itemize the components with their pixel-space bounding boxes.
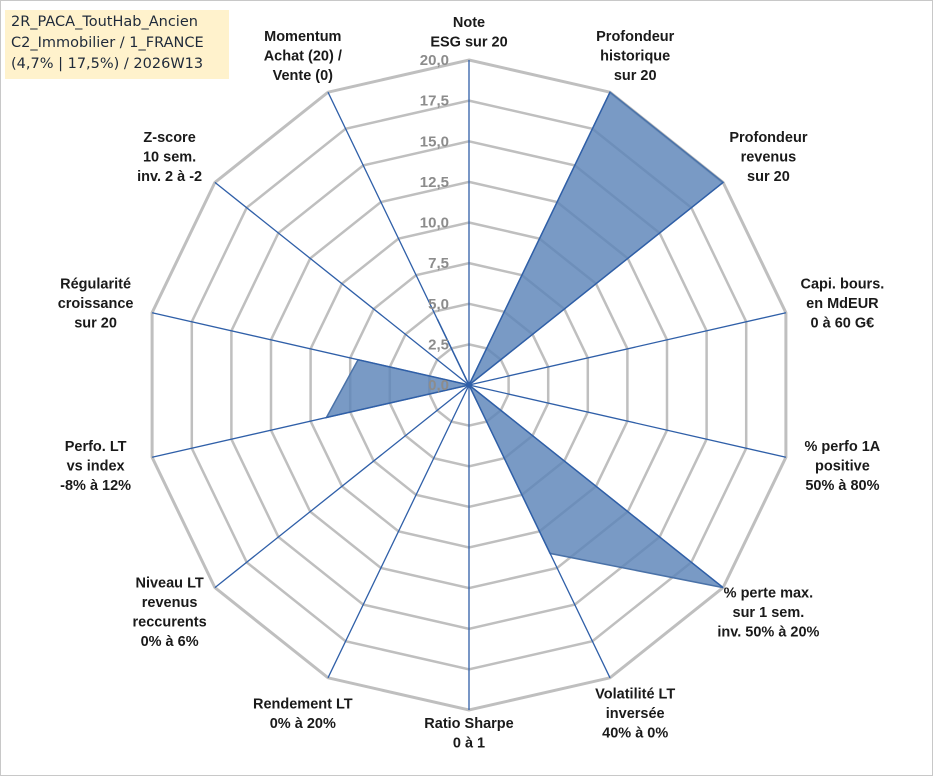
axis-line-10 (151, 384, 470, 458)
axis-label: Capi. bours. (801, 277, 885, 293)
axis-label: Z-score (143, 130, 195, 146)
title-line-2: C2_Immobilier / 1_FRANCE (11, 35, 204, 51)
tick-label: 17,5 (420, 93, 449, 110)
axis-label: sur 1 sem. (733, 605, 805, 621)
axis-line-3 (468, 312, 787, 386)
axis-line-5 (468, 384, 724, 589)
axis-label: Niveau LT (135, 576, 203, 592)
axis-line-2 (468, 181, 724, 386)
title-line-1: 2R_PACA_ToutHab_Ancien (11, 14, 198, 30)
axis-label: Régularité (60, 277, 131, 293)
axis-label: sur 20 (747, 169, 790, 185)
axis-label: % perfo 1A (805, 439, 881, 455)
axis-label: vs index (67, 459, 125, 475)
axis-label: Rendement LT (253, 696, 353, 712)
axis-line-1 (468, 91, 611, 386)
axis-label: Ratio Sharpe (424, 716, 513, 732)
axis-line-8 (327, 384, 470, 679)
tick-label: 20,0 (420, 52, 449, 69)
title-line-3: (4,7% | 17,5%) / 2026W13 (11, 56, 204, 72)
axis-label: positive (815, 459, 870, 475)
axis-label: Profondeur (729, 130, 807, 146)
chart-title-box: 2R_PACA_ToutHab_Ancien C2_Immobilier / 1… (5, 10, 229, 79)
tick-label: 5,0 (428, 296, 449, 313)
axis-label: historique (600, 48, 670, 64)
axis-label: inversée (606, 706, 665, 722)
tick-label: 0,0 (428, 377, 449, 394)
axis-line-9 (214, 384, 470, 589)
axis-label: Vente (0) (273, 68, 334, 84)
axis-label: 0 à 1 (453, 736, 485, 752)
axis-label: inv. 50% à 20% (717, 624, 819, 640)
axis-line-4 (468, 384, 787, 458)
tick-label: 7,5 (428, 255, 449, 272)
axis-label: 0% à 6% (141, 634, 199, 650)
axis-label: croissance (58, 296, 134, 312)
axis-label: Note (453, 15, 485, 31)
tick-label: 10,0 (420, 215, 449, 232)
tick-label: 2,5 (428, 336, 449, 353)
axis-label: 0% à 20% (270, 716, 336, 732)
axis-label: Perfo. LT (65, 439, 127, 455)
axis-label: Momentum (264, 29, 341, 45)
axis-label: % perte max. (724, 585, 813, 601)
axis-label: 0 à 60 G€ (811, 316, 875, 332)
axis-label: sur 20 (614, 68, 657, 84)
axis-label: reccurents (133, 615, 207, 631)
axis-label: en MdEUR (806, 296, 879, 312)
axis-line-11 (151, 312, 470, 386)
axis-label: revenus (142, 595, 198, 611)
axis-label: Volatilité LT (595, 687, 675, 703)
axis-label: Profondeur (596, 29, 674, 45)
axis-line-6 (468, 384, 611, 679)
axis-label: inv. 2 à -2 (137, 169, 202, 185)
axis-label: sur 20 (74, 316, 117, 332)
axis-label: 40% à 0% (602, 726, 668, 742)
axis-label: revenus (741, 150, 797, 166)
axis-label: Achat (20) / (264, 48, 342, 64)
axis-label: ESG sur 20 (430, 35, 507, 51)
axis-line-12 (214, 181, 470, 386)
axes (151, 60, 787, 710)
axis-labels: Note ESG sur 20 Profondeur historique sur 20… (58, 15, 885, 752)
axis-label: -8% à 12% (60, 478, 131, 494)
axis-line-13 (327, 91, 470, 386)
tick-label: 15,0 (420, 133, 449, 150)
tick-labels: 0,0 2,5 5,0 7,5 10,0 12,5 15,0 17,5 20,0 (420, 52, 449, 394)
axis-label: 10 sem. (143, 150, 196, 166)
axis-label: 50% à 80% (805, 478, 879, 494)
tick-label: 12,5 (420, 174, 449, 191)
